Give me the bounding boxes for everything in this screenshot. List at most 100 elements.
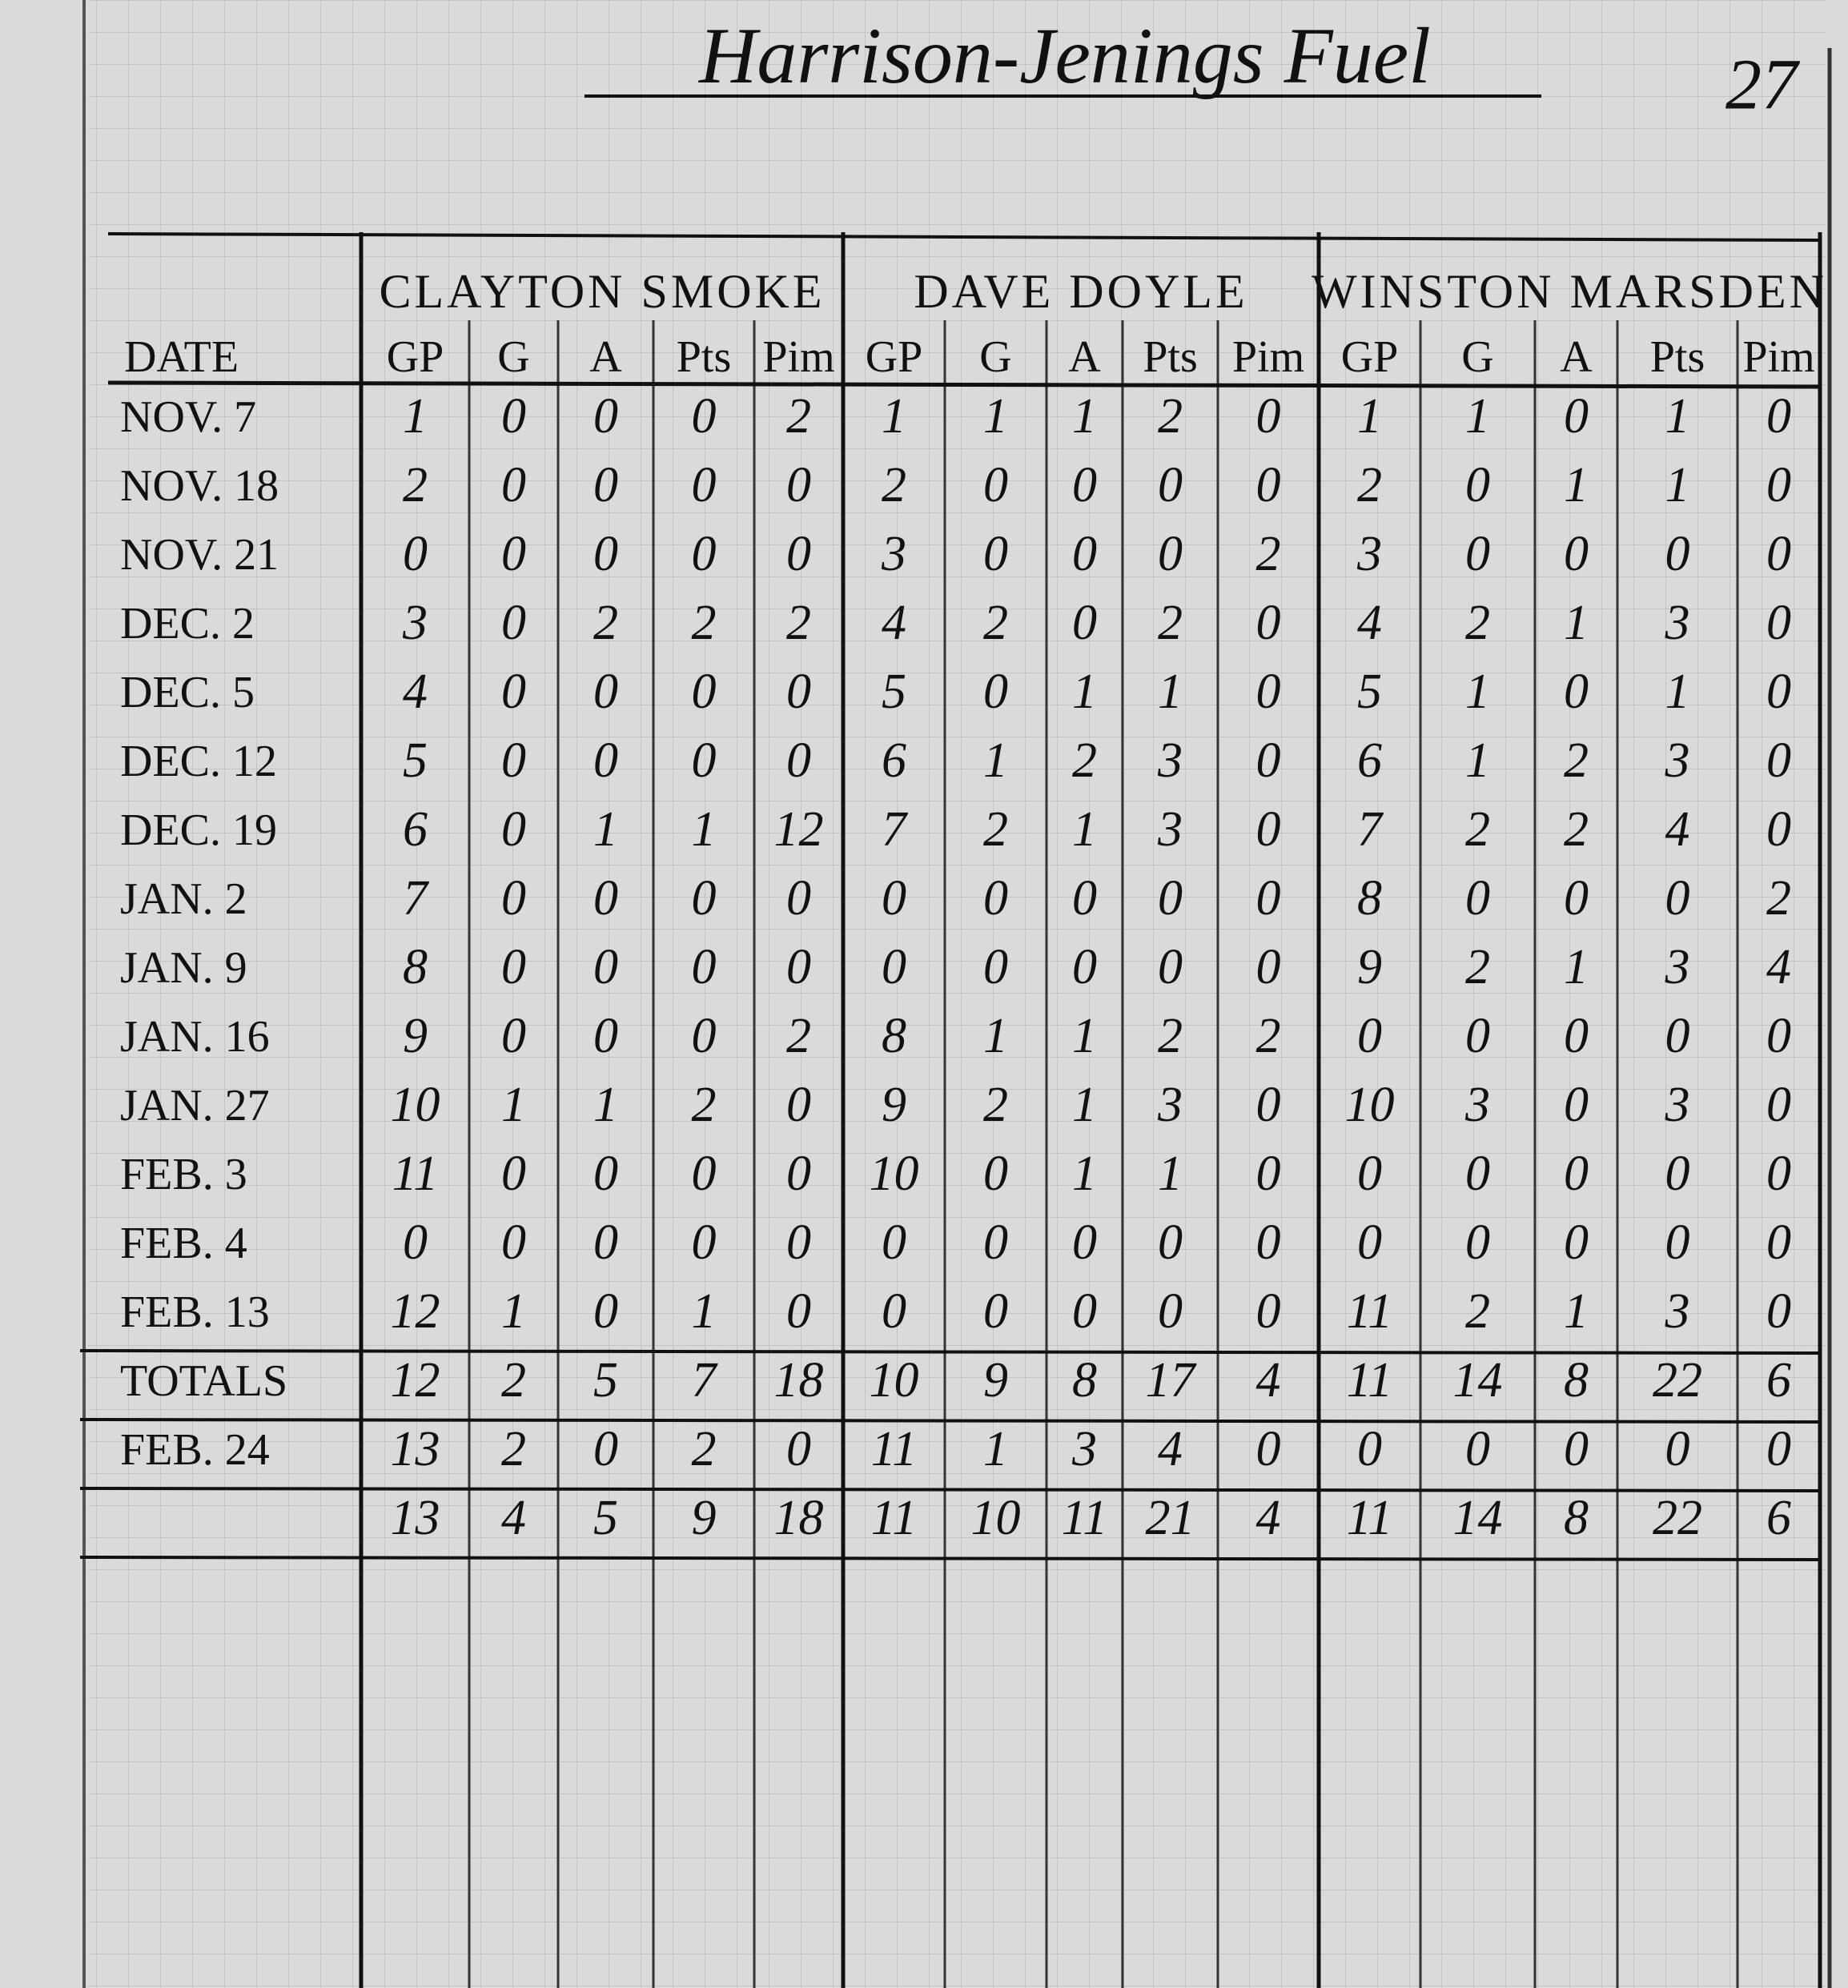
stat-cell: 4	[501, 1491, 526, 1545]
stat-cell: 3	[1157, 1078, 1183, 1132]
stat-cell: 1	[1564, 1284, 1589, 1339]
stat-cell: 2	[983, 596, 1008, 650]
row-rule	[79, 1349, 1821, 1355]
stat-cell: 0	[786, 527, 811, 581]
row-rule	[79, 1556, 1821, 1561]
stat-cell: 0	[501, 665, 526, 719]
stat-cell: 0	[593, 1009, 618, 1063]
stat-cell: 0	[501, 1147, 526, 1201]
stat-cell: 1	[1465, 389, 1490, 444]
stat-cell: 2	[1158, 1009, 1183, 1063]
page-title: Harrison-Jenings Fuel	[697, 11, 1431, 100]
stat-cell: 3	[1157, 733, 1183, 788]
stat-cell: 0	[882, 871, 906, 926]
stat-cell: 0	[786, 665, 811, 719]
stat-cell: 8	[1564, 1353, 1589, 1408]
stat-cell: 4	[1158, 1422, 1183, 1476]
stat-cell: 1	[1665, 458, 1690, 512]
stat-cell: 6	[1766, 1491, 1791, 1545]
stat-cell: 0	[1256, 1147, 1281, 1201]
page-number: 27	[1725, 46, 1801, 125]
stat-cell: 6	[1357, 733, 1382, 788]
stat-cell: 4	[1256, 1491, 1281, 1545]
stat-cell: 0	[1072, 940, 1097, 994]
stat-cell: 2	[593, 596, 618, 650]
row-date: NOV. 7	[120, 392, 256, 442]
stat-cell: 0	[692, 527, 717, 581]
stat-cell: 8	[882, 1009, 906, 1063]
stat-cell: 2	[1158, 596, 1183, 650]
stat-cell: 8	[1564, 1491, 1589, 1545]
stat-cell: 0	[593, 458, 618, 512]
stat-cell: 2	[1465, 940, 1490, 994]
stat-header: Pts	[1650, 332, 1705, 382]
stat-cell: 0	[1564, 665, 1589, 719]
stat-cell: 4	[1766, 940, 1791, 994]
stat-cell: 1	[983, 1009, 1008, 1063]
row-date: JAN. 27	[120, 1081, 270, 1131]
stat-cell: 0	[983, 527, 1008, 581]
stat-cell: 21	[1146, 1491, 1195, 1545]
stat-cell: 2	[786, 596, 811, 650]
stat-cell: 0	[1158, 871, 1183, 926]
stat-cell: 0	[1766, 596, 1791, 650]
stat-cell: 0	[1072, 596, 1097, 650]
stat-cell: 0	[1766, 1009, 1791, 1063]
stat-header: A	[1068, 332, 1101, 382]
stat-cell: 0	[1465, 1422, 1490, 1476]
row-date: JAN. 2	[120, 874, 247, 924]
stat-cell: 0	[692, 940, 717, 994]
stat-cell: 0	[1766, 665, 1791, 719]
stat-cell: 3	[1071, 1422, 1097, 1476]
stat-cell: 1	[1465, 733, 1490, 788]
row-date: DEC. 2	[120, 599, 255, 649]
stat-cell: 12	[774, 802, 824, 857]
stat-cell: 0	[1256, 458, 1281, 512]
stat-header: G	[979, 332, 1011, 382]
stat-cell: 14	[1453, 1491, 1503, 1545]
stats-table: CLAYTON SMOKE DAVE DOYLE WINSTON MARSDEN DA…	[79, 232, 1824, 1988]
stat-cell: 2	[882, 458, 906, 512]
stat-cell: 1	[1665, 389, 1690, 444]
header-top-line	[107, 232, 1821, 242]
row-date: FEB. 13	[120, 1287, 270, 1337]
stat-cell: 1	[501, 1284, 526, 1339]
row-date: DEC. 19	[120, 805, 277, 855]
stat-cell: 1	[1564, 458, 1589, 512]
stat-cell: 3	[402, 596, 428, 650]
stat-cell: 0	[786, 1078, 811, 1132]
stat-cell: 11	[1347, 1353, 1392, 1408]
stat-cell: 0	[786, 733, 811, 788]
stat-cell: 0	[1072, 871, 1097, 926]
row-date: TOTALS	[120, 1356, 287, 1406]
stat-cell: 9	[403, 1009, 428, 1063]
row-date: NOV. 21	[120, 530, 279, 580]
stat-cell: 3	[1356, 527, 1382, 581]
stat-cell: 0	[1256, 940, 1281, 994]
stat-cell: 2	[403, 458, 428, 512]
row-rule	[79, 1487, 1821, 1492]
stat-cell: 3	[1665, 733, 1690, 788]
stat-cell: 1	[1665, 665, 1690, 719]
stat-cell: 3	[1464, 1078, 1490, 1132]
stat-cell: 0	[593, 1215, 618, 1270]
stat-cell: 0	[1256, 389, 1281, 444]
stat-cell: 0	[692, 1215, 717, 1270]
stat-cell: 0	[882, 1215, 906, 1270]
stat-cell: 0	[1357, 1147, 1382, 1201]
stat-cell: 0	[501, 458, 526, 512]
stat-cell: 0	[501, 802, 526, 857]
stat-cell: 3	[1665, 1078, 1690, 1132]
stat-cell: 1	[692, 1284, 717, 1339]
stat-cell: 10	[870, 1353, 919, 1408]
stat-cell: 0	[1256, 802, 1281, 857]
stat-cell: 2	[1564, 733, 1589, 788]
stat-cell: 0	[1665, 1009, 1690, 1063]
stat-cell: 5	[593, 1353, 618, 1408]
stat-cell: 5	[403, 733, 428, 788]
stat-cell: 0	[692, 871, 717, 926]
stat-cell: 6	[1766, 1353, 1791, 1408]
stat-cell: 7	[882, 802, 909, 857]
stat-cell: 11	[1347, 1491, 1392, 1545]
stat-cell: 1	[1072, 1009, 1097, 1063]
